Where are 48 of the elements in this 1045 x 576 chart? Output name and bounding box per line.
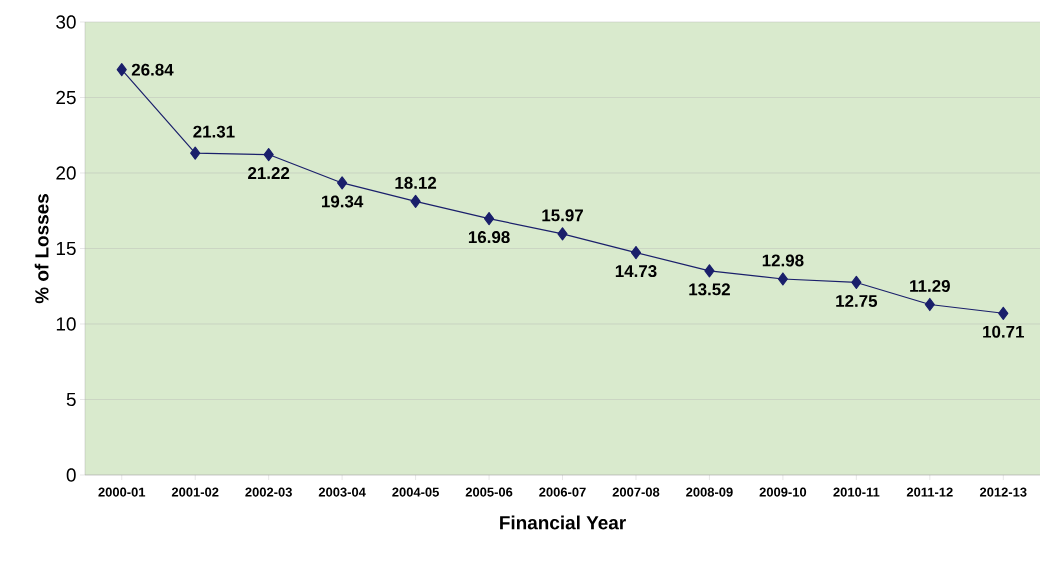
x-tick-label: 2006-07 bbox=[539, 487, 586, 497]
point bbox=[410, 194, 421, 208]
y-tick-label: 20 bbox=[56, 166, 76, 180]
data-label: 12.75 bbox=[836, 294, 878, 307]
data-label: 16.98 bbox=[468, 231, 510, 244]
data-label: 19.34 bbox=[322, 195, 364, 208]
data-label: 21.22 bbox=[248, 167, 290, 179]
x-tick-label: 2012-13 bbox=[979, 487, 1027, 497]
data-label: 10.71 bbox=[983, 325, 1024, 338]
data-label: 13.52 bbox=[689, 283, 730, 296]
data-label: 15.97 bbox=[542, 209, 583, 222]
x-tick-label: 2011-12 bbox=[906, 487, 953, 497]
x-tick-label: 2008-09 bbox=[686, 487, 733, 497]
x-axis-title: Financial Year bbox=[500, 515, 626, 530]
y-tick-label: 15 bbox=[56, 241, 76, 256]
x-tick-label: 2002-03 bbox=[245, 487, 292, 497]
point bbox=[924, 297, 935, 312]
point bbox=[483, 211, 495, 226]
y-axis-title: % of Losses bbox=[34, 194, 49, 304]
point bbox=[263, 147, 274, 162]
y-tick-label: 5 bbox=[66, 392, 76, 407]
data-label: 14.73 bbox=[615, 265, 657, 278]
x-tick-label: 2007-08 bbox=[612, 487, 660, 497]
data-label: 11.29 bbox=[910, 279, 950, 292]
x-tick-label: 2003-04 bbox=[318, 487, 366, 497]
point bbox=[116, 63, 127, 77]
point bbox=[851, 275, 862, 290]
data-label: 18.12 bbox=[395, 176, 437, 189]
point bbox=[777, 272, 788, 286]
y-tick-label: 25 bbox=[56, 90, 76, 105]
point bbox=[557, 227, 568, 241]
x-tick-label: 2004-05 bbox=[392, 487, 439, 497]
point bbox=[704, 264, 715, 278]
x-tick-label: 2009-10 bbox=[759, 487, 807, 497]
y-tick-label: 30 bbox=[56, 15, 76, 29]
data-label: 21.31 bbox=[193, 125, 235, 138]
point bbox=[190, 146, 201, 160]
x-tick-label: 2005-06 bbox=[465, 487, 513, 497]
x-tick-label: 2001-02 bbox=[171, 487, 219, 497]
point bbox=[630, 245, 642, 260]
point bbox=[998, 306, 1009, 320]
point bbox=[337, 176, 348, 190]
y-tick-label: 10 bbox=[56, 317, 76, 331]
data-label: 12.98 bbox=[762, 254, 804, 267]
x-tick-label: 2000-01 bbox=[98, 487, 146, 497]
y-tick-label: 0 bbox=[66, 468, 76, 482]
data-label: 26.84 bbox=[131, 63, 174, 76]
x-tick-label: 2010-11 bbox=[833, 487, 880, 497]
